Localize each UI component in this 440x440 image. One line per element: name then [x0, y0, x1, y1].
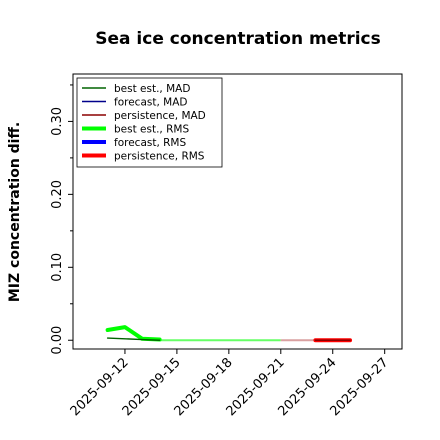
legend-frame: [76, 77, 223, 168]
y-axis: 0.00 0.10 0.20 0.30: [50, 84, 73, 355]
legend-label-0: best est., MAD: [114, 83, 190, 95]
y-tick-label: 0.30: [50, 107, 65, 136]
series-lines: [105, 325, 353, 343]
legend-label-2: persistence, MAD: [114, 110, 206, 122]
chart-title: Sea ice concentration metrics: [95, 29, 381, 49]
series-line-0: [106, 337, 161, 341]
plot-frame: [72, 73, 403, 350]
legend-label-1: forecast, MAD: [114, 97, 187, 109]
legend-label-3: best est., RMS: [114, 124, 189, 136]
legend-label-5: persistence, RMS: [114, 151, 205, 163]
y-tick-label: 0.00: [50, 326, 65, 355]
y-axis-label: MIZ concentration diff.: [7, 122, 23, 302]
y-tick-label: 0.10: [50, 253, 65, 282]
y-tick-label: 0.20: [50, 180, 65, 209]
series-line-3: [105, 325, 162, 342]
legend-label-4: forecast, RMS: [114, 137, 186, 149]
x-axis: 2025-09-122025-09-152025-09-182025-09-21…: [68, 349, 392, 419]
